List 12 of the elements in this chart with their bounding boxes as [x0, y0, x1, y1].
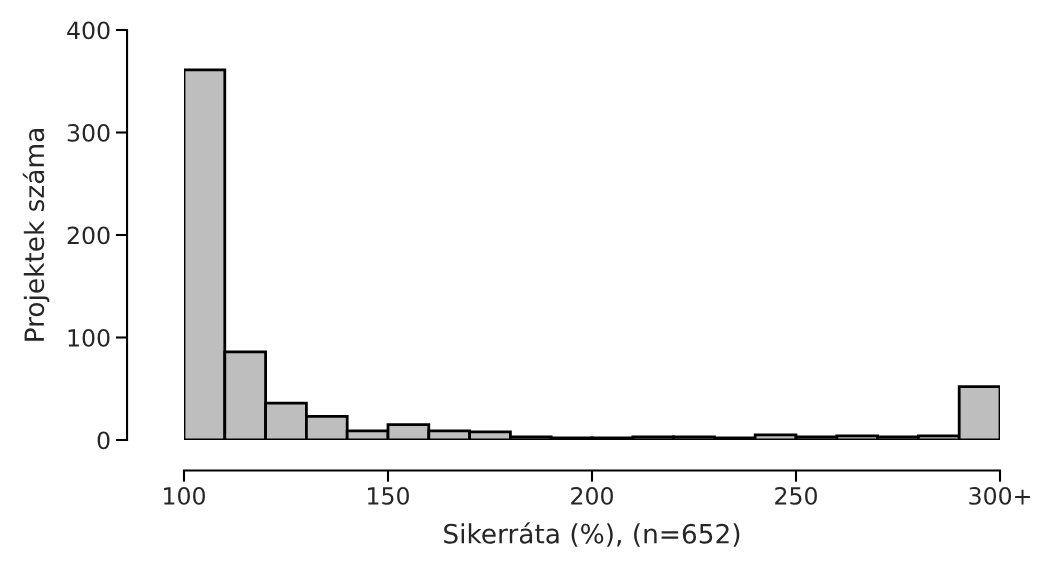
x-tick-label: 200 [571, 486, 613, 505]
x-tick-label: 100 [164, 486, 205, 505]
y-axis-title: Projektek száma [22, 129, 50, 341]
y-tick-label: 400 [67, 21, 110, 40]
x-tick-label: 300+ [969, 486, 1030, 505]
x-tick-label: 150 [368, 486, 409, 505]
y-tick-label: 300 [67, 123, 110, 142]
x-axis-title: Sikerráta (%), (n=652) [444, 522, 740, 547]
x-tick-label: 250 [775, 486, 817, 505]
y-tick-label: 100 [68, 328, 110, 347]
y-tick-label: 200 [67, 226, 110, 245]
y-tick-label: 0 [97, 431, 110, 450]
